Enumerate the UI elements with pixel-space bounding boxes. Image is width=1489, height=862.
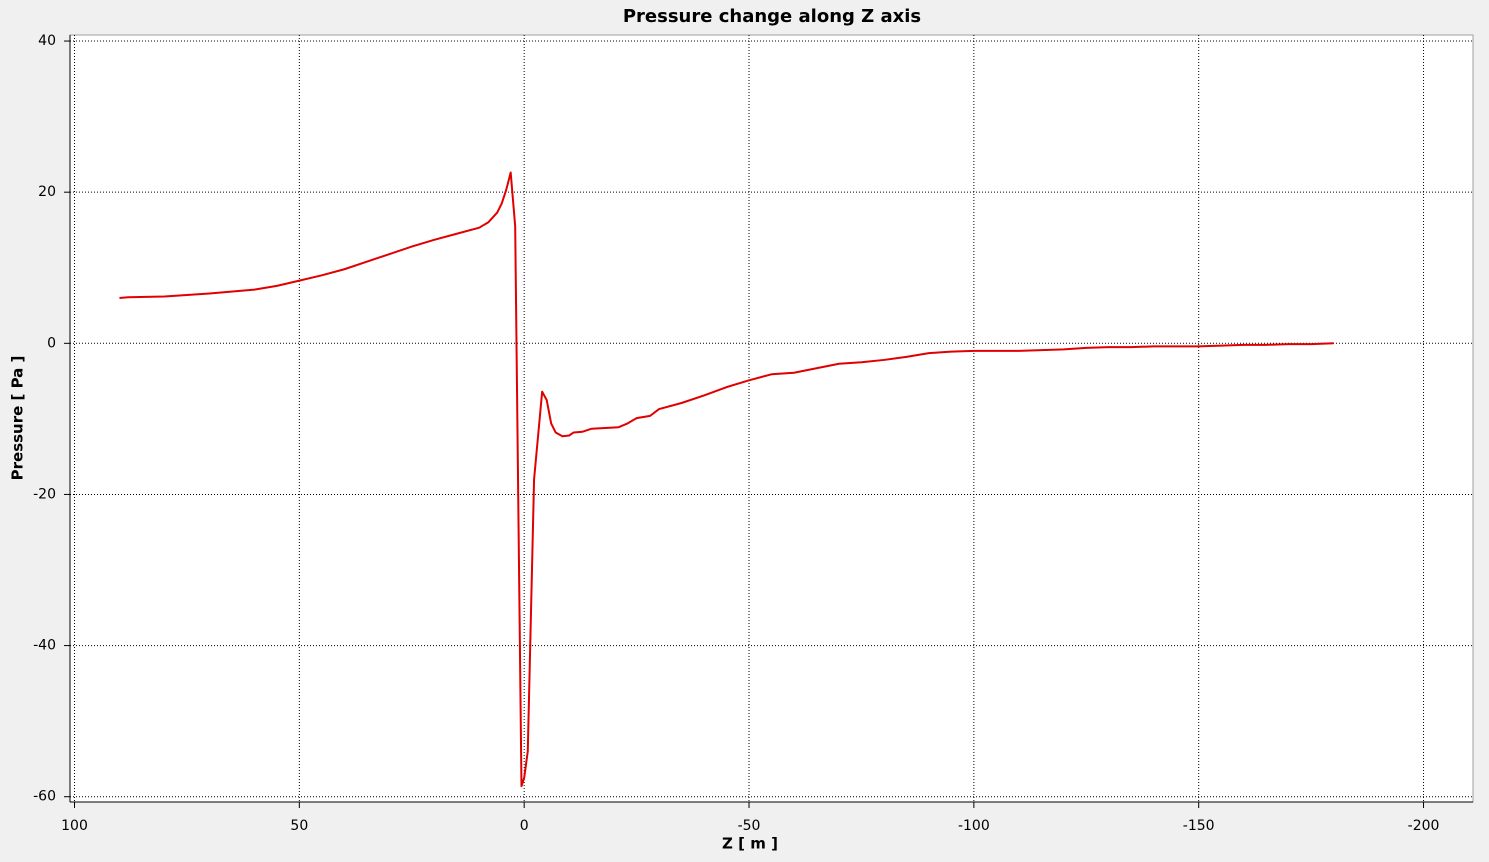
x-axis-title: Z [ m ] [722,835,778,853]
y-tick-label: 20 [38,184,56,200]
plot-area [69,34,1474,803]
x-tick-label: -100 [958,818,990,834]
y-tick-label: 0 [47,335,56,351]
y-tick-label: -40 [33,638,56,654]
x-tick-label: 50 [290,818,308,834]
y-axis-title: Pressure [ Pa ] [9,356,27,481]
x-tick-label: 0 [520,818,529,834]
y-tick-label: -60 [33,789,56,805]
y-tick-label: 40 [38,33,56,49]
x-tick-label: -50 [738,818,761,834]
data-line [119,171,1334,788]
x-tick-label: -150 [1183,818,1215,834]
x-tick-label: 100 [61,818,88,834]
x-tick-label: -200 [1408,818,1440,834]
y-tick-label: -20 [33,486,56,502]
chart-title: Pressure change along Z axis [623,6,921,27]
